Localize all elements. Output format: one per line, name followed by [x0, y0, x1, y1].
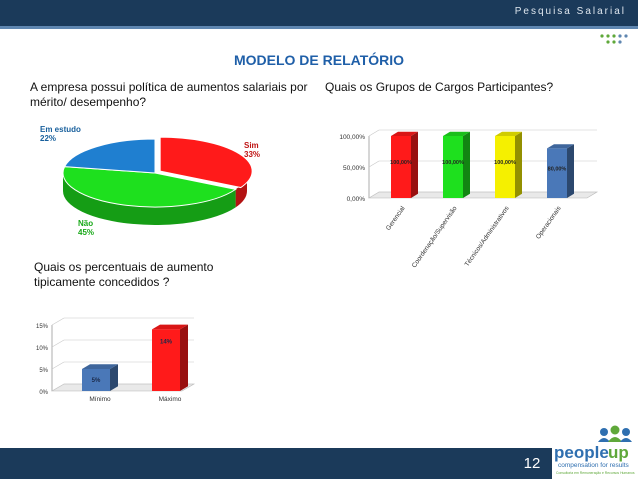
- page-title: MODELO DE RELATÓRIO: [233, 52, 405, 68]
- raise-ytick-1: 5%: [39, 368, 48, 374]
- pie-slice-side-1: [63, 173, 236, 225]
- raise-grid-diag-3: [51, 317, 65, 326]
- pie-slice-0: [159, 136, 253, 189]
- banner-accent-line: [0, 26, 638, 29]
- people-figures-icon: [598, 425, 632, 442]
- peopleup-logo: people up compensation for results Consu…: [552, 420, 638, 479]
- page-number: 12: [523, 455, 541, 472]
- decorative-dots-icon: [600, 34, 628, 44]
- banner-title: Pesquisa Salarial: [514, 6, 626, 17]
- groups-grid-diag-1: [368, 160, 380, 168]
- groups-category-0: Gerencial: [385, 205, 407, 232]
- groups-bar-top-0: [391, 131, 418, 136]
- raise-bar-top-0: [82, 364, 118, 369]
- groups-data-label-0: 100,00%: [390, 160, 412, 166]
- raise-bar-1: [152, 329, 180, 391]
- groups-category-1: Coordenação/Supervisão: [411, 205, 459, 269]
- groups-bar-top-2: [495, 131, 522, 136]
- groups-bar-2: [495, 136, 515, 198]
- svg-text:up: up: [608, 443, 629, 462]
- groups-data-label-2: 100,00%: [494, 160, 516, 166]
- pie-slice-2: [63, 138, 156, 174]
- groups-grid-diag-0: [368, 191, 380, 199]
- raise-ytick-0: 0%: [39, 390, 48, 396]
- groups-bar-side-2: [515, 131, 522, 198]
- question-1: A empresa possui política de aumentos sa…: [30, 80, 308, 109]
- pie-label-value-2: 22%: [40, 134, 56, 143]
- groups-category-2: Técnicos/Administrativos: [464, 205, 511, 269]
- bar-chart-groups: 0,00% 50,00% 100,00% 100,00% Gerencial 100,0…: [339, 129, 599, 269]
- groups-data-label-1: 100,00%: [442, 160, 464, 166]
- raise-grid-diag-0: [51, 383, 65, 392]
- raise-grid-diag-2: [51, 339, 65, 348]
- pie-label-name-0: Sim: [244, 141, 259, 150]
- top-banner: Pesquisa Salarial: [0, 0, 638, 26]
- raise-bar-0: [82, 369, 110, 391]
- groups-ytick-1: 50,00%: [343, 165, 365, 172]
- groups-bar-side-0: [411, 131, 418, 198]
- svg-text:Consultoria em Remuneração e R: Consultoria em Remuneração e Recursos Hu…: [556, 471, 635, 475]
- pie-label-value-1: 45%: [78, 228, 94, 237]
- groups-bar-0: [391, 136, 411, 198]
- pie-label-value-0: 33%: [244, 150, 260, 159]
- groups-ytick-2: 100,00%: [339, 134, 365, 141]
- pie-label-name-2: Em estudo: [40, 125, 81, 134]
- raise-grid-diag-1: [51, 361, 65, 370]
- raise-category-0: Mínimo: [89, 396, 111, 403]
- groups-bar-side-1: [463, 131, 470, 198]
- pie-label-name-1: Não: [78, 219, 93, 228]
- raise-bar-side-0: [110, 364, 118, 391]
- raise-data-label-0: 5%: [92, 378, 101, 384]
- raise-ytick-3: 15%: [36, 324, 49, 330]
- groups-ytick-0: 0,00%: [347, 196, 366, 203]
- groups-bar-3: [547, 148, 567, 198]
- bottom-banner: [0, 448, 638, 479]
- groups-bar-1: [443, 136, 463, 198]
- groups-bar-top-3: [547, 144, 574, 149]
- raise-data-label-1: 14%: [160, 339, 173, 345]
- svg-text:people: people: [554, 443, 609, 462]
- raise-bar-side-1: [180, 324, 188, 391]
- raise-ytick-2: 10%: [36, 346, 49, 352]
- question-2: Quais os Grupos de Cargos Participantes?: [325, 80, 554, 94]
- raise-bar-top-1: [152, 324, 188, 330]
- question-3: Quais os percentuais de aumento tipicame…: [34, 260, 214, 289]
- groups-bar-side-3: [567, 144, 574, 198]
- bar-chart-raise: 0% 5% 10% 15% 5% Mínimo 14% Máximo: [36, 317, 196, 403]
- groups-data-label-3: 80,00%: [548, 167, 567, 173]
- svg-text:compensation for results: compensation for results: [558, 462, 630, 469]
- raise-category-1: Máximo: [159, 396, 182, 403]
- groups-category-3: Operacionais: [535, 205, 563, 241]
- groups-grid-diag-2: [368, 129, 380, 137]
- pie-slice-1: [62, 166, 237, 208]
- groups-bar-top-1: [443, 131, 470, 136]
